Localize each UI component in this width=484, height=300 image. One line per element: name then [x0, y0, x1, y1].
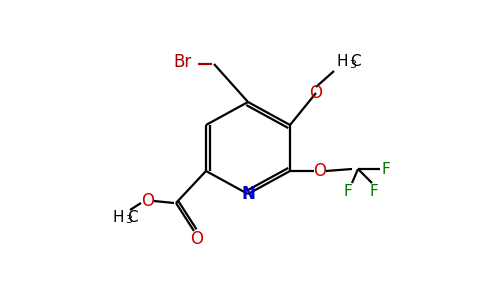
Text: C: C: [349, 55, 360, 70]
Text: 3: 3: [125, 215, 132, 225]
Text: F: F: [370, 184, 378, 199]
Text: F: F: [381, 161, 391, 176]
Text: Br: Br: [174, 53, 192, 71]
Text: H: H: [336, 55, 348, 70]
Text: O: O: [309, 84, 322, 102]
Text: N: N: [241, 185, 255, 203]
Text: O: O: [191, 230, 203, 248]
Text: H: H: [112, 209, 124, 224]
Text: 3: 3: [349, 60, 356, 70]
Text: O: O: [141, 192, 154, 210]
Text: O: O: [314, 162, 327, 180]
Text: C: C: [127, 209, 137, 224]
Text: F: F: [344, 184, 352, 199]
